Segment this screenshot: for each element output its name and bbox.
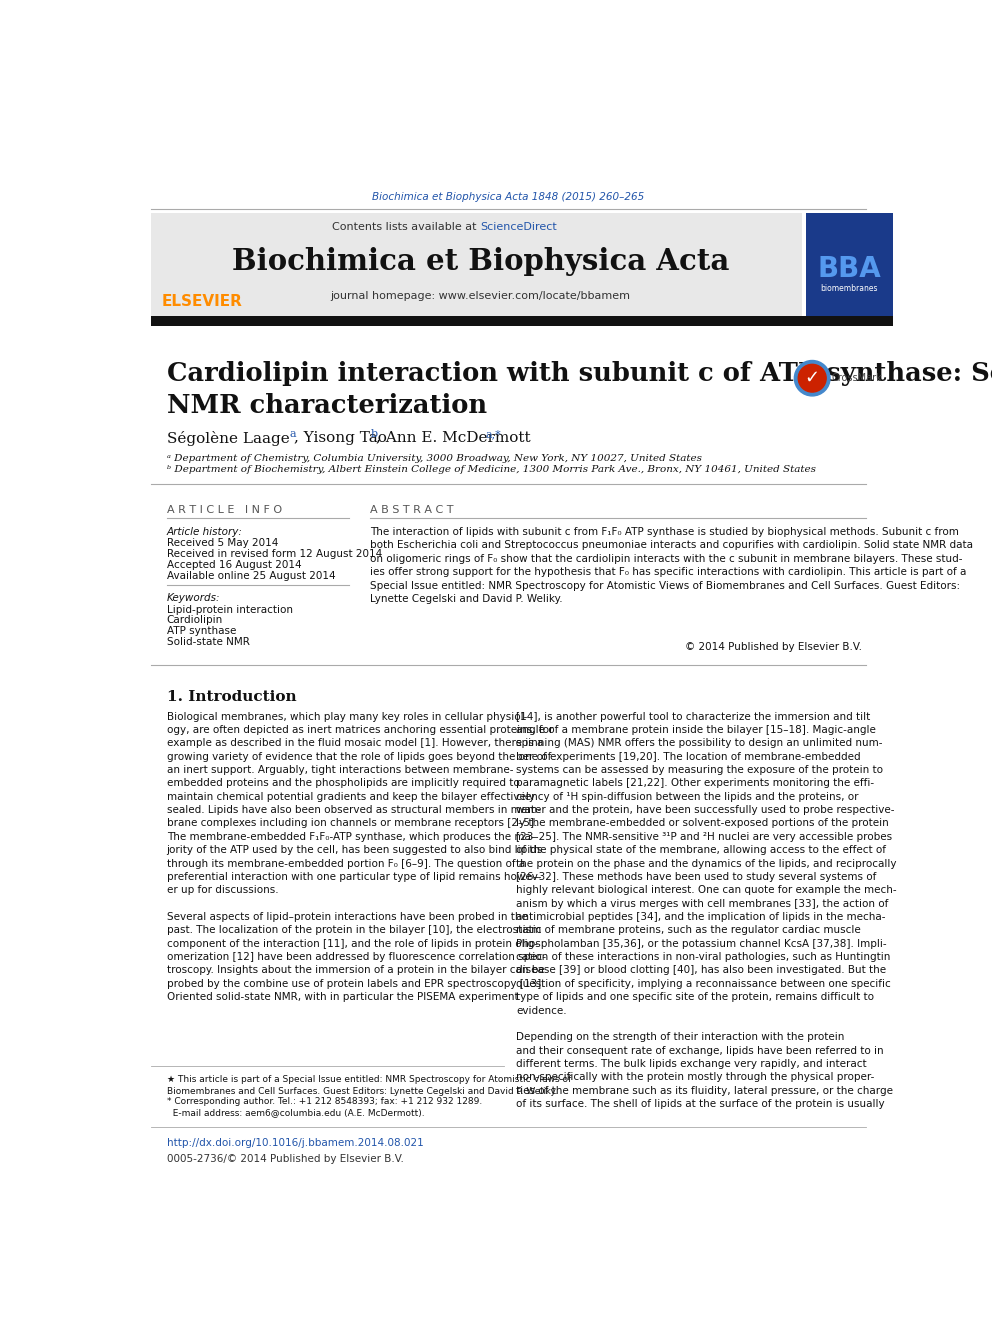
Text: Received 5 May 2014: Received 5 May 2014 bbox=[167, 538, 278, 548]
Text: CrossMark: CrossMark bbox=[831, 373, 882, 384]
Text: Biological membranes, which play many key roles in cellular physiol-
ogy, are of: Biological membranes, which play many ke… bbox=[167, 712, 553, 1003]
Text: * Corresponding author. Tel.: +1 212 8548393; fax: +1 212 932 1289.
  E-mail add: * Corresponding author. Tel.: +1 212 854… bbox=[167, 1097, 482, 1118]
FancyBboxPatch shape bbox=[151, 213, 803, 316]
Text: ✓: ✓ bbox=[805, 369, 819, 388]
FancyBboxPatch shape bbox=[151, 316, 893, 325]
Text: ᵃ Department of Chemistry, Columbia University, 3000 Broadway, New York, NY 1002: ᵃ Department of Chemistry, Columbia Univ… bbox=[167, 454, 701, 463]
Text: © 2014 Published by Elsevier B.V.: © 2014 Published by Elsevier B.V. bbox=[684, 643, 862, 652]
Circle shape bbox=[799, 364, 826, 392]
Text: http://dx.doi.org/10.1016/j.bbamem.2014.08.021: http://dx.doi.org/10.1016/j.bbamem.2014.… bbox=[167, 1138, 424, 1148]
Text: ATP synthase: ATP synthase bbox=[167, 626, 236, 636]
Text: Article history:: Article history: bbox=[167, 527, 242, 537]
Text: BBA: BBA bbox=[817, 255, 881, 283]
Text: journal homepage: www.elsevier.com/locate/bbamem: journal homepage: www.elsevier.com/locat… bbox=[330, 291, 631, 300]
Text: , Yisong Tao: , Yisong Tao bbox=[295, 430, 392, 445]
Text: Ségolène Laage: Ségolène Laage bbox=[167, 430, 295, 446]
Text: Biochimica et Biophysica Acta: Biochimica et Biophysica Acta bbox=[232, 246, 729, 275]
Text: [14], is another powerful tool to characterize the immersion and tilt
angle of a: [14], is another powerful tool to charac… bbox=[516, 712, 897, 1109]
Text: ScienceDirect: ScienceDirect bbox=[480, 221, 558, 232]
Text: Cardiolipin interaction with subunit c of ATP synthase: Solid-state
NMR characte: Cardiolipin interaction with subunit c o… bbox=[167, 361, 992, 418]
Text: b: b bbox=[370, 429, 378, 439]
Text: Available online 25 August 2014: Available online 25 August 2014 bbox=[167, 570, 335, 581]
Text: ᵇ Department of Biochemistry, Albert Einstein College of Medicine, 1300 Morris P: ᵇ Department of Biochemistry, Albert Ein… bbox=[167, 466, 815, 474]
Text: Biochimica et Biophysica Acta 1848 (2015) 260–265: Biochimica et Biophysica Acta 1848 (2015… bbox=[372, 192, 645, 202]
Text: ★ This article is part of a Special Issue entitled: NMR Spectroscopy for Atomist: ★ This article is part of a Special Issu… bbox=[167, 1076, 570, 1095]
Text: Received in revised form 12 August 2014: Received in revised form 12 August 2014 bbox=[167, 549, 382, 560]
Text: ELSEVIER: ELSEVIER bbox=[161, 294, 242, 308]
Text: Solid-state NMR: Solid-state NMR bbox=[167, 636, 250, 647]
Text: Lipid-protein interaction: Lipid-protein interaction bbox=[167, 605, 293, 615]
Circle shape bbox=[795, 360, 830, 396]
Text: Contents lists available at: Contents lists available at bbox=[332, 221, 480, 232]
Text: Keywords:: Keywords: bbox=[167, 593, 220, 603]
Text: 0005-2736/© 2014 Published by Elsevier B.V.: 0005-2736/© 2014 Published by Elsevier B… bbox=[167, 1154, 404, 1164]
Text: A B S T R A C T: A B S T R A C T bbox=[370, 505, 454, 515]
Text: A R T I C L E   I N F O: A R T I C L E I N F O bbox=[167, 505, 282, 515]
Text: Cardiolipin: Cardiolipin bbox=[167, 615, 223, 626]
Text: , Ann E. McDermott: , Ann E. McDermott bbox=[376, 430, 536, 445]
Text: biomembranes: biomembranes bbox=[820, 283, 878, 292]
Text: a: a bbox=[289, 429, 296, 439]
Text: The interaction of lipids with subunit c from F₁F₀ ATP synthase is studied by bi: The interaction of lipids with subunit c… bbox=[370, 527, 973, 605]
FancyBboxPatch shape bbox=[806, 213, 893, 316]
Text: Accepted 16 August 2014: Accepted 16 August 2014 bbox=[167, 560, 302, 570]
Text: a,*: a,* bbox=[486, 429, 502, 439]
Text: 1. Introduction: 1. Introduction bbox=[167, 691, 297, 704]
